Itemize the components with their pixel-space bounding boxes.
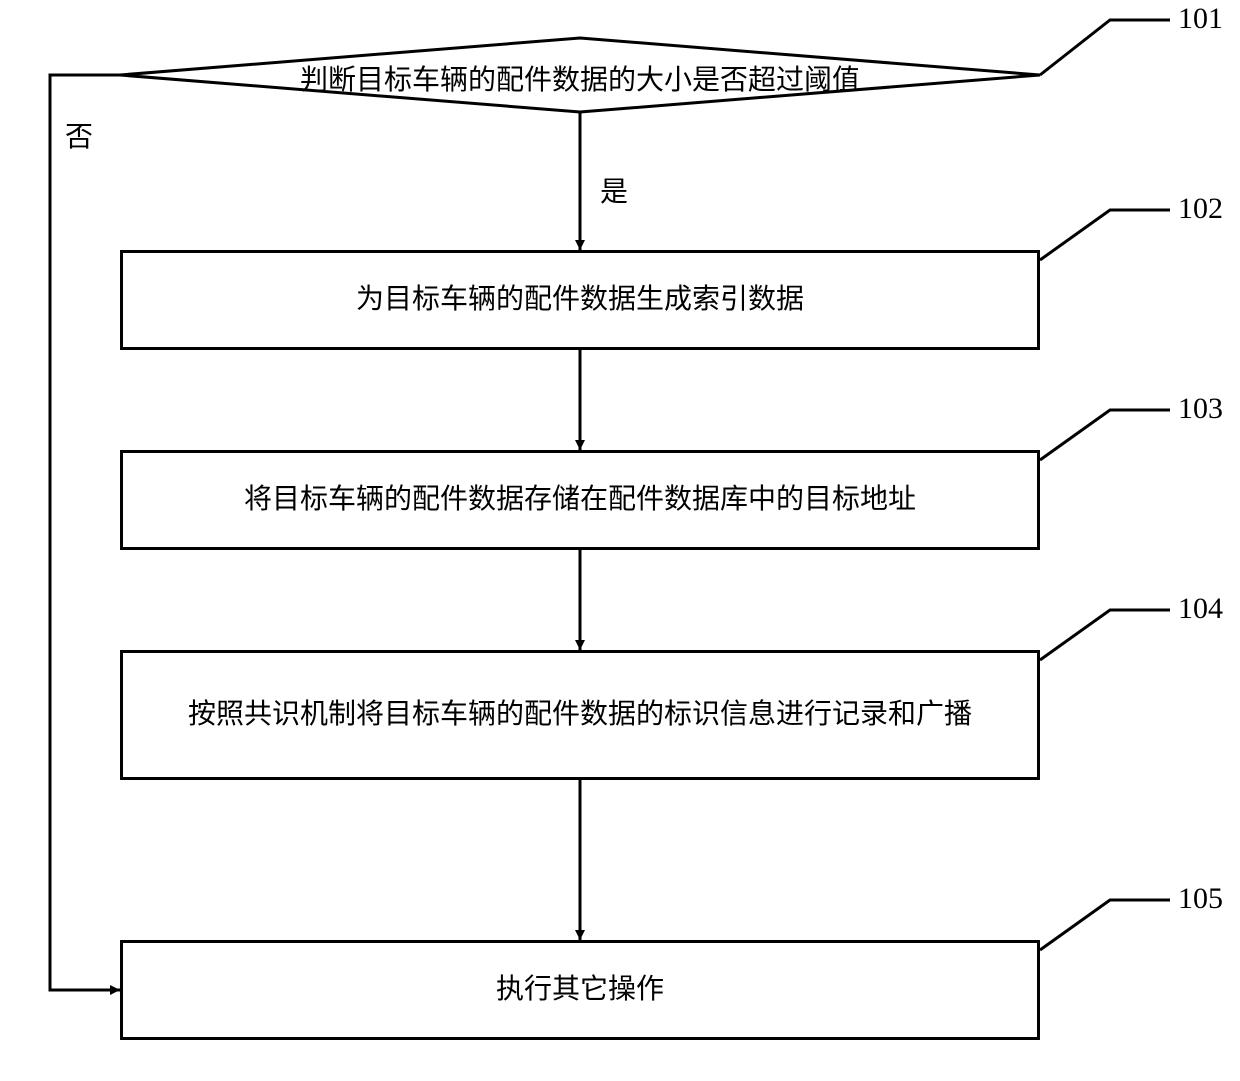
ref-104: 104 — [1178, 592, 1223, 626]
step-103: 将目标车辆的配件数据存储在配件数据库中的目标地址 — [120, 450, 1040, 550]
decision-text: 判断目标车辆的配件数据的大小是否超过阈值 — [220, 58, 940, 98]
step-104: 按照共识机制将目标车辆的配件数据的标识信息进行记录和广播 — [120, 650, 1040, 780]
yes-label: 是 — [600, 170, 628, 210]
no-label: 否 — [65, 115, 93, 155]
ref-103: 103 — [1178, 392, 1223, 426]
step-102: 为目标车辆的配件数据生成索引数据 — [120, 250, 1040, 350]
ref-102: 102 — [1178, 192, 1223, 226]
step-105: 执行其它操作 — [120, 940, 1040, 1040]
step-104-text: 按照共识机制将目标车辆的配件数据的标识信息进行记录和广播 — [188, 694, 972, 736]
ref-101: 101 — [1178, 2, 1223, 36]
step-102-text: 为目标车辆的配件数据生成索引数据 — [356, 279, 804, 321]
flowchart-canvas: 判断目标车辆的配件数据的大小是否超过阈值 是 否 为目标车辆的配件数据生成索引数… — [0, 0, 1240, 1081]
step-103-text: 将目标车辆的配件数据存储在配件数据库中的目标地址 — [244, 479, 916, 521]
step-105-text: 执行其它操作 — [496, 969, 664, 1011]
ref-105: 105 — [1178, 882, 1223, 916]
